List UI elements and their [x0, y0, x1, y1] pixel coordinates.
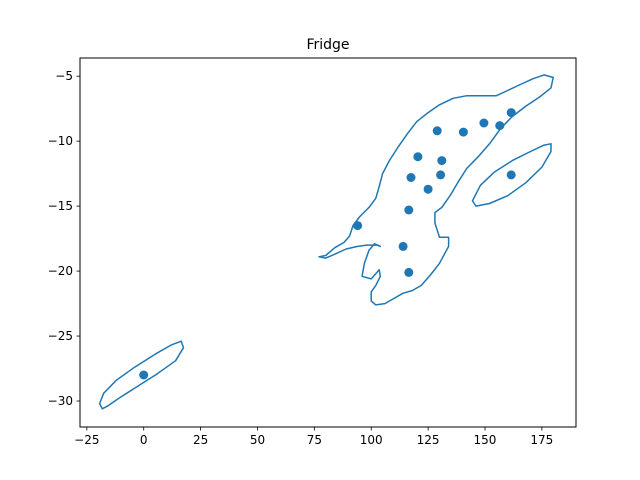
data-point-14: [506, 108, 516, 118]
data-point-1: [353, 221, 363, 231]
data-point-10: [437, 156, 447, 166]
data-point-12: [479, 118, 489, 128]
y-tick-label: −30: [48, 394, 73, 408]
data-point-5: [406, 173, 416, 182]
x-tick-label: 150: [474, 433, 497, 447]
y-tick-label: −15: [48, 199, 73, 213]
x-tick-label: 100: [360, 433, 383, 447]
x-tick-label: 175: [530, 433, 553, 447]
x-axis: −25 0 25 50 75 100 125 150 175: [74, 427, 553, 447]
data-point-13: [495, 121, 505, 131]
density-contour-0: [98, 340, 185, 410]
chart-title: Fridge: [306, 37, 349, 53]
x-tick-label: 0: [140, 433, 148, 447]
y-tick-label: −25: [48, 329, 73, 343]
axes-frame: [79, 57, 577, 428]
density-contour-2: [318, 74, 554, 306]
data-point-11: [458, 127, 468, 137]
data-point-9: [436, 170, 446, 180]
data-point-0: [139, 370, 149, 380]
data-point-7: [423, 184, 433, 194]
x-tick-label: 50: [250, 433, 265, 447]
data-point-2: [398, 241, 408, 251]
data-point-15: [506, 170, 516, 180]
density-contour-1: [471, 143, 552, 207]
y-tick-label: −5: [55, 69, 73, 83]
y-tick-label: −10: [48, 134, 73, 148]
y-tick-label: −20: [48, 264, 73, 278]
plot-area: [98, 74, 554, 410]
x-tick-label: 75: [307, 433, 322, 447]
x-tick-label: 25: [193, 433, 208, 447]
x-tick-label: −25: [74, 433, 99, 447]
data-point-4: [404, 205, 414, 215]
data-point-6: [413, 152, 423, 162]
data-point-8: [432, 126, 442, 136]
data-point-3: [404, 267, 414, 277]
x-tick-label: 125: [417, 433, 440, 447]
y-axis: −30 −25 −20 −15 −10 −5: [48, 69, 80, 408]
